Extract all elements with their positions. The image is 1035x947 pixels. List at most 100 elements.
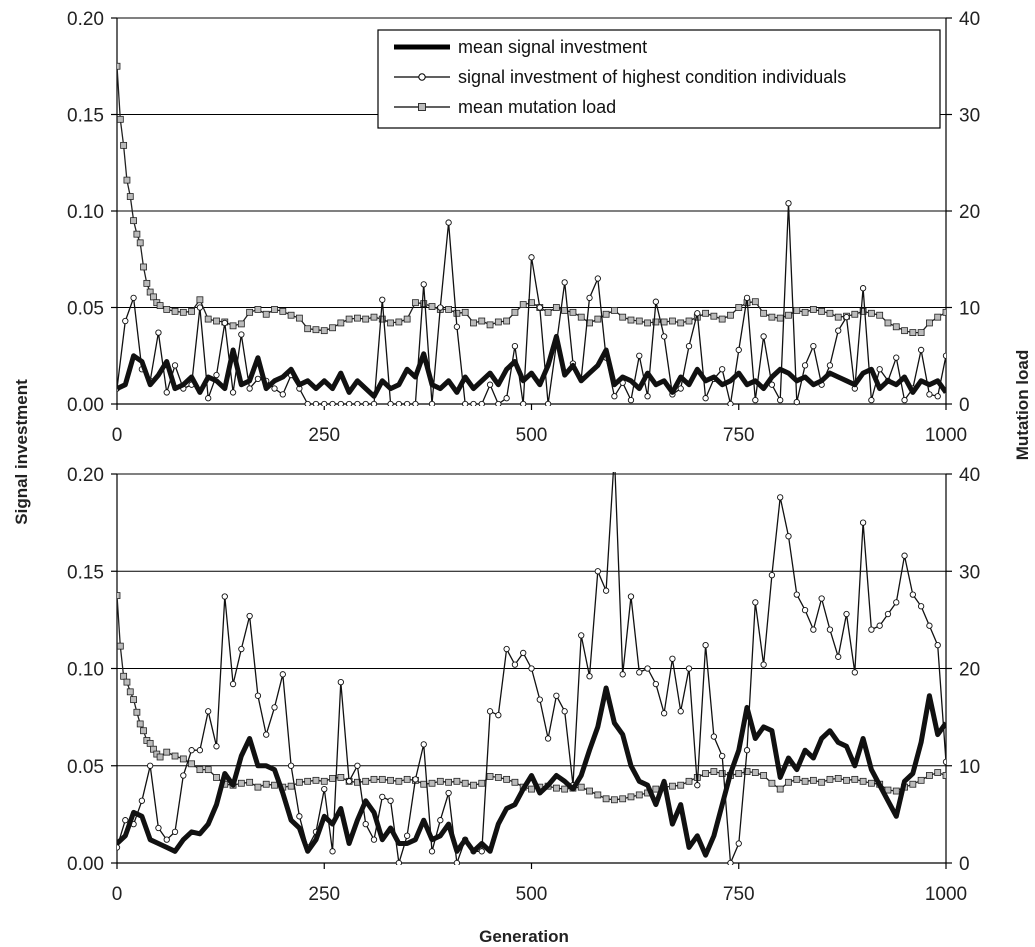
bottom-point-signal-investment-of-highest-condition-individuals: [578, 632, 585, 639]
top-point-signal-investment-of-highest-condition-individuals: [304, 400, 311, 406]
top-point-mean-mutation-load: [859, 307, 867, 315]
bottom-point-mean-mutation-load: [403, 775, 411, 783]
x-axis-title: Generation: [479, 927, 569, 946]
top-point-mean-mutation-load: [494, 318, 502, 326]
bottom-point-mean-mutation-load: [892, 787, 900, 795]
top-point-mean-mutation-load: [130, 217, 137, 225]
top-series-mean-signal-investment: [117, 333, 946, 399]
top-point-signal-investment-of-highest-condition-individuals: [917, 346, 925, 354]
bottom-point-mean-mutation-load: [834, 774, 842, 782]
bottom-point-mean-mutation-load: [760, 772, 768, 779]
bottom-point-signal-investment-of-highest-condition-individuals: [619, 671, 626, 678]
top-point-mean-mutation-load: [834, 313, 842, 321]
bottom-line-mean-signal-investment: [117, 685, 946, 858]
top-point-signal-investment-of-highest-condition-individuals: [486, 381, 494, 388]
top-y-right-tick-label: 10: [959, 299, 980, 320]
top-point-signal-investment-of-highest-condition-individuals: [901, 396, 908, 404]
top-point-mean-mutation-load: [156, 302, 164, 309]
top-point-mean-mutation-load: [934, 313, 942, 321]
bottom-point-signal-investment-of-highest-condition-individuals: [893, 599, 900, 606]
top-point-mean-mutation-load: [809, 306, 817, 313]
bottom-point-signal-investment-of-highest-condition-individuals: [826, 626, 834, 633]
top-point-mean-mutation-load: [519, 301, 527, 309]
top-point-signal-investment-of-highest-condition-individuals: [462, 400, 469, 406]
top-point-signal-investment-of-highest-condition-individuals: [387, 400, 394, 406]
bottom-point-mean-mutation-load: [926, 772, 933, 779]
top-point-signal-investment-of-highest-condition-individuals: [652, 298, 659, 305]
bottom-point-mean-mutation-load: [295, 778, 303, 786]
bottom-point-signal-investment-of-highest-condition-individuals: [147, 762, 154, 769]
bottom-point-signal-investment-of-highest-condition-individuals: [536, 696, 543, 703]
top-point-mean-mutation-load: [760, 309, 768, 317]
bottom-point-mean-mutation-load: [337, 774, 345, 781]
top-point-mean-mutation-load: [735, 304, 743, 311]
bottom-point-mean-mutation-load: [461, 779, 469, 787]
top-point-mean-mutation-load: [660, 318, 668, 326]
bottom-point-signal-investment-of-highest-condition-individuals: [752, 599, 759, 606]
top-point-signal-investment-of-highest-condition-individuals: [312, 400, 320, 406]
top-point-signal-investment-of-highest-condition-individuals: [428, 400, 436, 406]
bottom-point-mean-mutation-load: [378, 775, 386, 783]
bottom-point-mean-mutation-load: [685, 777, 693, 785]
top-point-mean-mutation-load: [133, 230, 141, 238]
top-point-mean-mutation-load: [884, 319, 892, 327]
top-point-signal-investment-of-highest-condition-individuals: [379, 296, 386, 303]
bottom-point-signal-investment-of-highest-condition-individuals: [851, 669, 858, 676]
top-point-mean-mutation-load: [337, 319, 345, 327]
bottom-point-signal-investment-of-highest-condition-individuals: [884, 610, 892, 618]
bottom-point-mean-mutation-load: [213, 774, 220, 781]
top-point-mean-mutation-load: [470, 319, 477, 327]
bottom-point-mean-mutation-load: [818, 778, 826, 786]
top-point-mean-mutation-load: [387, 319, 394, 327]
bottom-point-signal-investment-of-highest-condition-individuals: [785, 533, 792, 540]
top-point-mean-mutation-load: [926, 319, 933, 327]
bottom-y-right-tick-label: 20: [959, 660, 980, 681]
top-point-signal-investment-of-highest-condition-individuals: [727, 400, 734, 406]
bottom-point-mean-mutation-load: [586, 787, 593, 795]
top-point-mean-mutation-load: [718, 315, 726, 323]
top-point-signal-investment-of-highest-condition-individuals: [660, 333, 668, 340]
bottom-point-mean-mutation-load: [196, 766, 204, 774]
bottom-point-signal-investment-of-highest-condition-individuals: [188, 747, 195, 754]
top-y-left-tick-label: 0.00: [67, 395, 104, 416]
bottom-point-mean-mutation-load: [768, 779, 776, 787]
top-point-signal-investment-of-highest-condition-individuals: [611, 393, 618, 400]
top-point-mean-mutation-load: [354, 314, 361, 322]
bottom-y-right-tick-label: 30: [959, 562, 980, 583]
top-point-signal-investment-of-highest-condition-individuals: [735, 346, 742, 354]
top-point-signal-investment-of-highest-condition-individuals: [229, 389, 237, 396]
bottom-point-mean-mutation-load: [370, 775, 378, 783]
top-point-mean-mutation-load: [150, 293, 157, 301]
legend-box: [377, 29, 941, 129]
top-point-mean-mutation-load: [677, 319, 685, 327]
top-point-mean-mutation-load: [751, 298, 759, 306]
top-point-signal-investment-of-highest-condition-individuals: [934, 393, 941, 400]
bottom-point-signal-investment-of-highest-condition-individuals: [553, 692, 560, 699]
bottom-point-mean-mutation-load: [312, 776, 320, 784]
bottom-point-signal-investment-of-highest-condition-individuals: [777, 494, 784, 501]
bottom-point-mean-mutation-load: [503, 775, 511, 783]
bottom-point-mean-mutation-load: [751, 769, 759, 776]
top-point-signal-investment-of-highest-condition-individuals: [942, 352, 946, 359]
legend-label-highest-condition: signal investment of highest condition i…: [458, 67, 846, 87]
top-point-signal-investment-of-highest-condition-individuals: [528, 254, 535, 261]
bottom-point-mean-mutation-load: [179, 755, 187, 763]
bottom-point-mean-mutation-load: [619, 795, 627, 803]
bottom-point-mean-mutation-load: [486, 773, 494, 780]
top-point-mean-mutation-load: [461, 308, 469, 316]
bottom-point-signal-investment-of-highest-condition-individuals: [279, 671, 286, 678]
bottom-point-signal-investment-of-highest-condition-individuals: [229, 680, 237, 688]
bottom-point-signal-investment-of-highest-condition-individuals: [412, 776, 419, 783]
bottom-point-mean-mutation-load: [254, 783, 262, 791]
bottom-point-signal-investment-of-highest-condition-individuals: [868, 626, 875, 633]
top-point-signal-investment-of-highest-condition-individuals: [926, 391, 933, 398]
top-point-mean-mutation-load: [901, 327, 908, 335]
bottom-point-signal-investment-of-highest-condition-individuals: [213, 743, 220, 750]
bottom-point-mean-mutation-load: [126, 688, 134, 696]
top-point-signal-investment-of-highest-condition-individuals: [520, 400, 527, 406]
bottom-point-mean-mutation-load: [652, 785, 660, 793]
top-point-mean-mutation-load: [577, 313, 585, 321]
bottom-point-mean-mutation-load: [478, 779, 486, 787]
top-point-signal-investment-of-highest-condition-individuals: [238, 331, 245, 338]
bottom-point-signal-investment-of-highest-condition-individuals: [793, 591, 800, 598]
